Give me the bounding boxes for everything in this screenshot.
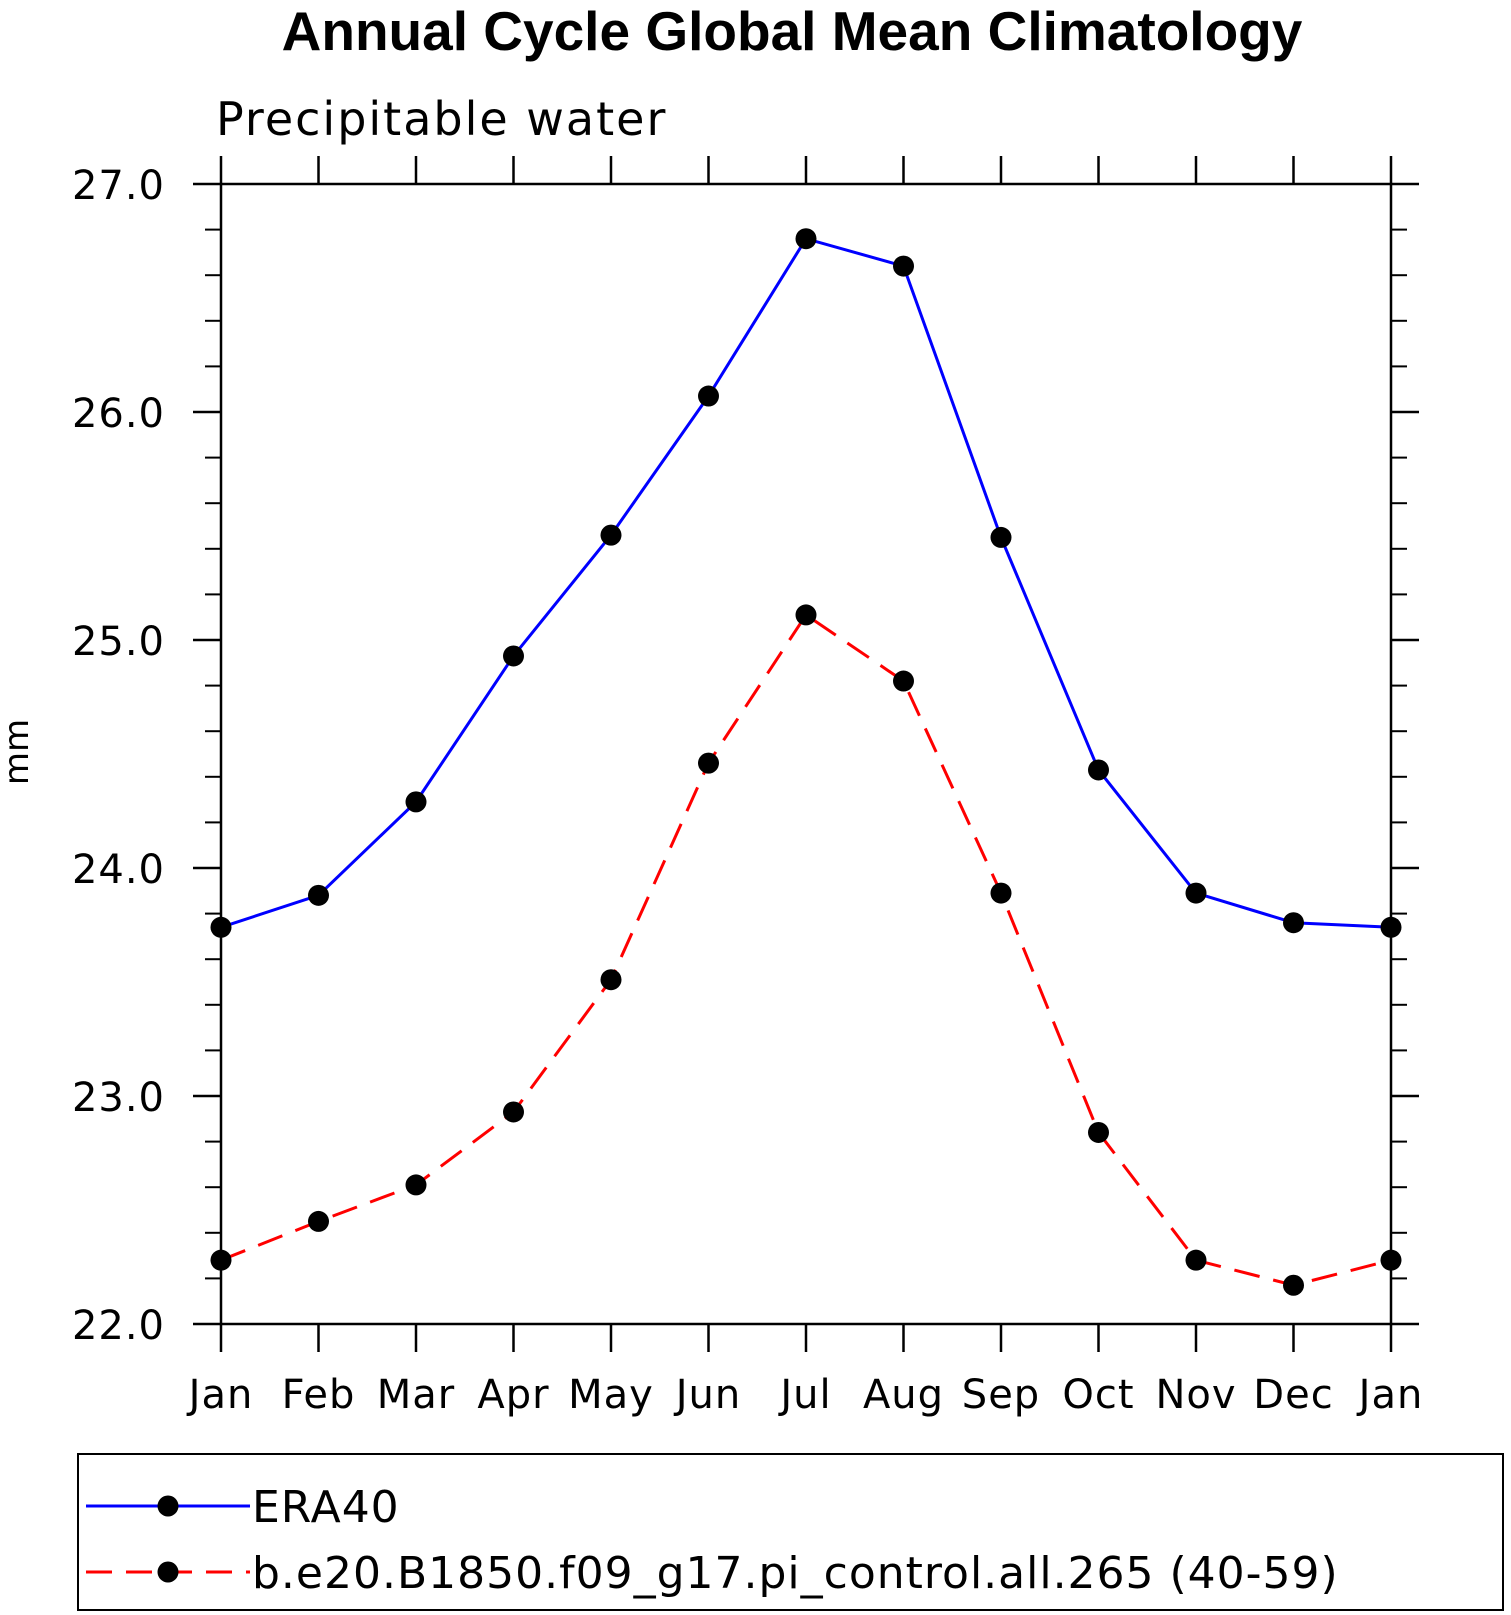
data-point <box>990 526 1012 548</box>
data-point <box>308 1210 329 1232</box>
chart-title: Annual Cycle Global Mean Climatology <box>282 0 1303 62</box>
x-tick-label: Apr <box>477 1372 549 1418</box>
data-point <box>795 228 817 250</box>
legend-entry: b.e20.B1850.f09_g17.pi_control.all.265 (… <box>86 1548 1339 1599</box>
series-1 <box>210 228 1402 938</box>
x-tick-label: Jul <box>777 1372 831 1418</box>
y-tick-label: 26.0 <box>72 391 165 437</box>
data-point <box>795 604 817 626</box>
x-tick-label: Oct <box>1062 1372 1134 1418</box>
data-point <box>405 1174 427 1196</box>
legend-entries: ERA40 b.e20.B1850.f09_g17.pi_control.all.… <box>86 1482 1339 1599</box>
data-point <box>405 791 427 813</box>
data-point <box>893 670 914 692</box>
data-point <box>1185 1249 1207 1271</box>
series-line <box>220 612 1392 1287</box>
data-point <box>1283 1274 1304 1296</box>
x-tick-label: Jan <box>186 1372 254 1418</box>
x-tick-label: Mar <box>377 1372 455 1418</box>
data-point <box>1185 882 1207 904</box>
data-point <box>308 884 329 906</box>
legend-label: b.e20.B1850.f09_g17.pi_control.all.265 (… <box>252 1548 1339 1599</box>
legend-marker <box>157 1495 179 1517</box>
y-tick-label: 27.0 <box>72 163 165 209</box>
data-point <box>1380 916 1402 938</box>
data-point <box>600 969 622 991</box>
data-point <box>210 916 232 938</box>
x-tick-label: May <box>568 1372 654 1418</box>
x-tick-label: Nov <box>1155 1372 1236 1418</box>
axis-ticks <box>193 156 1419 1352</box>
data-point <box>1380 1249 1402 1271</box>
legend-box <box>77 1453 1504 1611</box>
plot-frame <box>219 182 1393 1326</box>
data-point <box>990 882 1012 904</box>
legend-marker <box>157 1561 179 1583</box>
data-point <box>503 1101 524 1123</box>
x-tick-label: Dec <box>1253 1372 1333 1418</box>
tick-labels: Jan Feb Mar Apr May Jun Jul Aug Sep Oct Nov Dec Jan 2… <box>72 163 1424 1418</box>
legend: ERA40 b.e20.B1850.f09_g17.pi_control.all.… <box>77 1453 1504 1611</box>
legend-entry: ERA40 <box>86 1482 400 1533</box>
data-point <box>210 1249 232 1271</box>
chart-subtitle: Precipitable water <box>216 92 667 146</box>
y-tick-label: 24.0 <box>72 847 165 893</box>
series-line <box>220 236 1392 929</box>
x-tick-label: Sep <box>962 1372 1040 1418</box>
y-axis-label: mm <box>0 719 37 785</box>
data-point <box>698 752 719 774</box>
data-point <box>1088 1121 1109 1143</box>
x-tick-label: Aug <box>863 1372 944 1418</box>
plot-border <box>219 182 1393 1326</box>
x-tick-label: Feb <box>282 1372 356 1418</box>
data-point <box>698 385 719 407</box>
series-2 <box>210 604 1402 1296</box>
data-point <box>503 645 524 667</box>
legend-label: ERA40 <box>252 1482 400 1533</box>
x-tick-label: Jan <box>1356 1372 1424 1418</box>
data-point <box>600 524 622 546</box>
data-point <box>1283 912 1304 934</box>
y-tick-label: 22.0 <box>72 1303 165 1349</box>
data-point <box>893 255 914 277</box>
data-point <box>1088 759 1109 781</box>
y-tick-label: 23.0 <box>72 1075 165 1121</box>
series-layer <box>210 228 1402 1296</box>
y-tick-label: 25.0 <box>72 619 165 665</box>
x-tick-label: Jun <box>673 1372 742 1418</box>
